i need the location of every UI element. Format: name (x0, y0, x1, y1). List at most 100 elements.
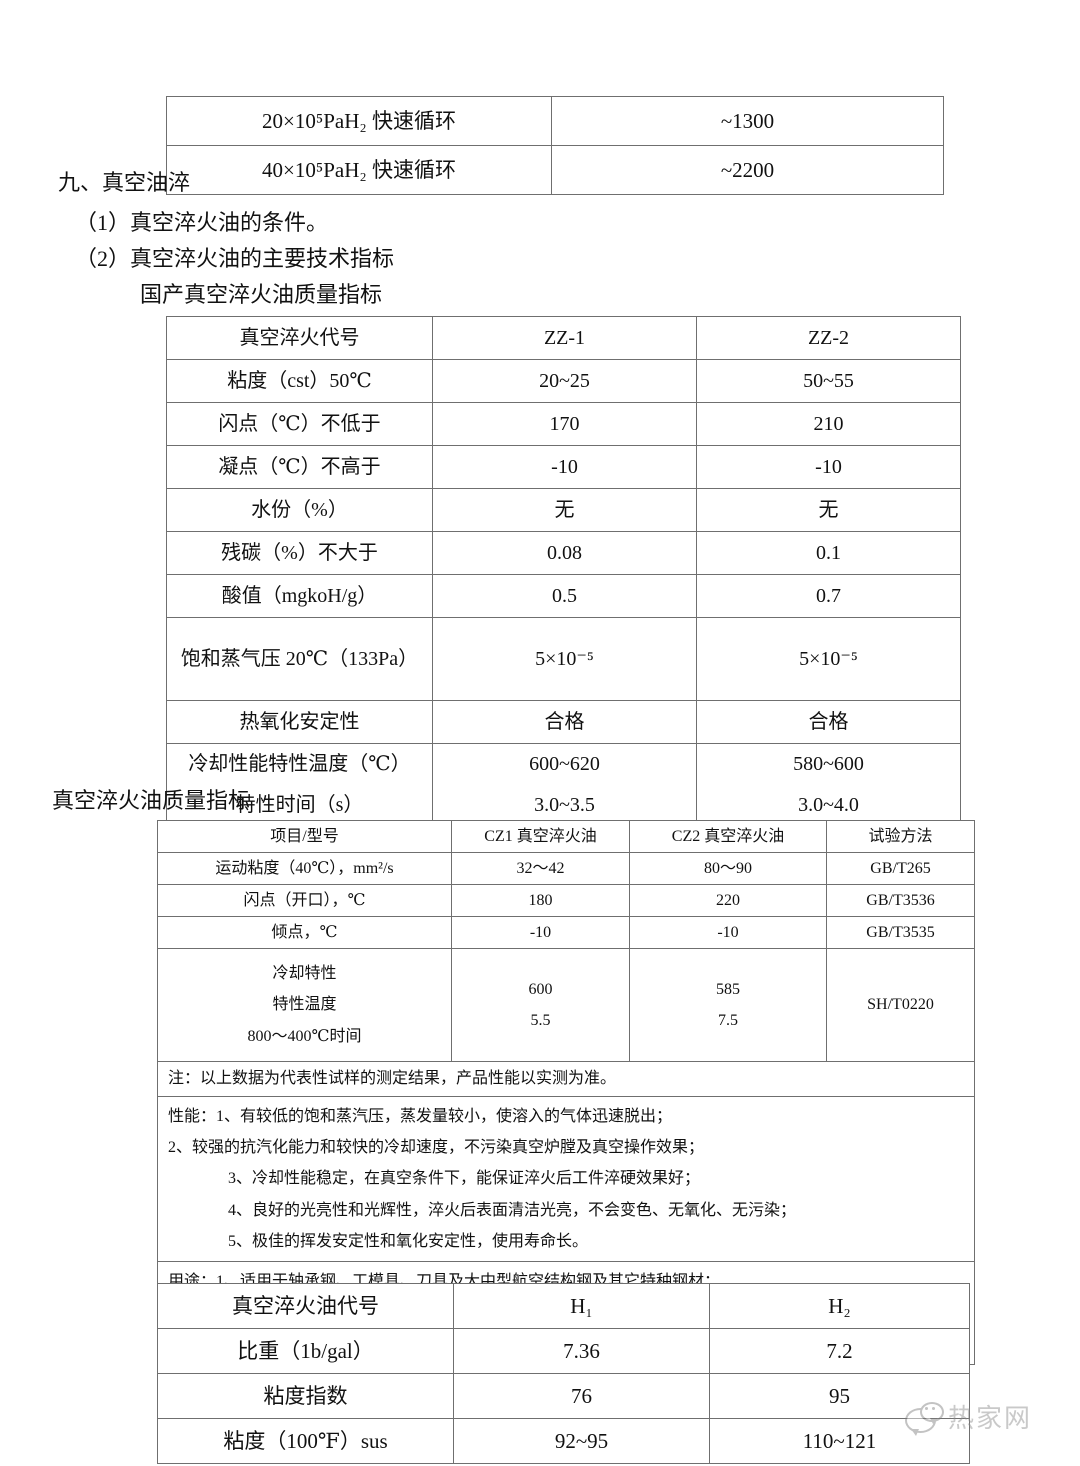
domestic-vacuum-quench-oil-table: 真空淬火代号 ZZ-1 ZZ-2 粘度（cst）50℃ 20~25 50~55 … (166, 316, 961, 868)
table1-zz1: 无 (432, 488, 697, 532)
table-row: 饱和蒸气压 20℃（133Pa） 5×10⁻⁵ 5×10⁻⁵ (166, 617, 961, 701)
table1-zz2: -10 (696, 445, 961, 489)
table1-item: 酸值（mgkoH/g） (166, 574, 433, 618)
table2-caption: 真空淬火油质量指标 (52, 788, 251, 813)
table1-caption: 国产真空淬火油质量指标 (140, 282, 383, 307)
paragraph-condition: （1）真空淬火油的条件。 (75, 210, 329, 235)
bubble-small-shape (920, 1401, 944, 1424)
table-row: 粘度（100℉）sus 92~95 110~121 (157, 1418, 970, 1464)
performance-line: 2、较强的抗汽化能力和较快的冷却速度，不污染真空炉膛及真空操作效果； (168, 1139, 705, 1157)
table-performance-row: 性能：1、有较低的饱和蒸汽压，蒸发量较小，使溶入的气体迅速脱出； 2、较强的抗汽… (157, 1096, 975, 1262)
table2-item: 运动粘度（40℃），mm²/s (157, 852, 452, 885)
performance-line: 3、冷却性能稳定，在真空条件下，能保证淬火后工件淬硬效果好； (228, 1170, 701, 1188)
table-row: 热氧化安定性 合格 合格 (166, 700, 961, 744)
watermark: 热家网 (905, 1398, 1033, 1436)
bubble-dot (932, 1406, 935, 1410)
table1-zz2: 合格 (696, 700, 961, 744)
table-row: 40×10⁵PaH₂ 快速循环 ~2200 (166, 145, 944, 195)
cooling-line: 800～400℃时间 (247, 1027, 362, 1045)
table-row: 比重（1b/gal） 7.36 7.2 (157, 1328, 970, 1374)
table2-cz2: -10 (629, 916, 827, 949)
cell-text: ~1300 (720, 108, 775, 133)
table1-zz2: 580~600 (696, 743, 961, 785)
table1-zz2: 50~55 (696, 359, 961, 403)
table3-h1: 7.36 (453, 1328, 710, 1374)
bubble-dot (925, 1406, 928, 1410)
table1-item: 残碳（%）不大于 (166, 531, 433, 575)
cell-text: ~2200 (720, 157, 775, 182)
table1-header-zz1: ZZ-1 (432, 316, 697, 360)
table-row: 残碳（%）不大于 0.08 0.1 (166, 531, 961, 575)
table-header-row: 真空淬火油代号 H₁ H₂ (157, 1283, 970, 1329)
table1-zz2: 0.1 (696, 531, 961, 575)
table1-zz1: 20~25 (432, 359, 697, 403)
table-row: 冷却性能特性温度（℃） 600~620 580~600 (166, 743, 961, 785)
table-header-row: 项目/型号 CZ1 真空淬火油 CZ2 真空淬火油 试验方法 (157, 820, 975, 853)
cell-text: 40×10⁵PaH₂ 快速循环 (262, 157, 456, 182)
table1-item: 冷却性能特性温度（℃） (166, 743, 433, 785)
table2-cooling-cz1: 600 5.5 (451, 948, 630, 1062)
table2-cooling-method: SH/T0220 (826, 948, 975, 1062)
table2-cz2: 220 (629, 884, 827, 917)
table2-method: GB/T3536 (826, 884, 975, 917)
table1-zz1: 0.5 (432, 574, 697, 618)
table1-zz2: 0.7 (696, 574, 961, 618)
table1-item: 粘度（cst）50℃ (166, 359, 433, 403)
table-row: 凝点（℃）不高于 -10 -10 (166, 445, 961, 489)
table2-header-method: 试验方法 (826, 820, 975, 853)
table2-cooling-item: 冷却特性 特性温度 800～400℃时间 (157, 948, 452, 1062)
table3-h2: 110~121 (709, 1418, 970, 1464)
table2-note: 注：以上数据为代表性试样的测定结果，产品性能以实测为准。 (157, 1061, 975, 1097)
table1-zz1: 0.08 (432, 531, 697, 575)
table1-zz2: 无 (696, 488, 961, 532)
cell-text: 20×10⁵PaH₂ 快速循环 (262, 108, 456, 133)
table-row: 特性时间（s） 3.0~3.5 3.0~4.0 (166, 785, 961, 826)
table-row-cooling: 冷却特性 特性温度 800～400℃时间 600 5.5 585 7.5 SH/… (157, 948, 975, 1062)
table3-h2: 7.2 (709, 1328, 970, 1374)
table-row: 水份（%） 无 无 (166, 488, 961, 532)
table2-cz1: -10 (451, 916, 630, 949)
cooling-value: 585 (716, 980, 740, 998)
table1-header-zz2: ZZ-2 (696, 316, 961, 360)
top-continuation-table: 20×10⁵PaH₂ 快速循环 ~1300 40×10⁵PaH₂ 快速循环 ~2… (166, 96, 944, 195)
table2-header-cz2: CZ2 真空淬火油 (629, 820, 827, 853)
table3-header-item: 真空淬火油代号 (157, 1283, 454, 1329)
table3-h1: 92~95 (453, 1418, 710, 1464)
section-heading: 九、真空油淬 (58, 170, 191, 195)
table2-method: GB/T265 (826, 852, 975, 885)
table-row: 闪点（开口），℃ 180 220 GB/T3536 (157, 884, 975, 917)
paragraph-spec: （2）真空淬火油的主要技术指标 (75, 246, 395, 271)
watermark-text: 热家网 (948, 1403, 1033, 1433)
table1-zz2: 210 (696, 402, 961, 446)
table2-performance-block: 性能：1、有较低的饱和蒸汽压，蒸发量较小，使溶入的气体迅速脱出； 2、较强的抗汽… (157, 1096, 975, 1262)
table2-cz2: 80～90 (629, 852, 827, 885)
top-table-value-cell: ~2200 (551, 145, 944, 195)
table2-header-item: 项目/型号 (157, 820, 452, 853)
performance-line: 4、良好的光亮性和光辉性，淬火后表面清洁光亮，不会变色、无氧化、无污染； (228, 1201, 797, 1219)
table-row: 运动粘度（40℃），mm²/s 32～42 80～90 GB/T265 (157, 852, 975, 885)
table1-zz1: 3.0~3.5 (432, 785, 697, 826)
cooling-value: 600 (528, 980, 553, 998)
table2-method: GB/T3535 (826, 916, 975, 949)
table1-item: 热氧化安定性 (166, 700, 433, 744)
vacuum-quench-oil-code-table: 真空淬火油代号 H₁ H₂ 比重（1b/gal） 7.36 7.2 粘度指数 7… (157, 1283, 970, 1464)
table2-header-cz1: CZ1 真空淬火油 (451, 820, 630, 853)
table3-item: 粘度指数 (157, 1373, 454, 1419)
table1-item: 闪点（℃）不低于 (166, 402, 433, 446)
table2-cz1: 32～42 (451, 852, 630, 885)
table1-zz1: -10 (432, 445, 697, 489)
table1-zz1: 5×10⁻⁵ (432, 617, 697, 701)
table2-cz1: 180 (451, 884, 630, 917)
table-row: 倾点，℃ -10 -10 GB/T3535 (157, 916, 975, 949)
wechat-bubble-icon (905, 1401, 944, 1436)
top-table-value-cell: ~1300 (551, 96, 944, 146)
table2-item: 倾点，℃ (157, 916, 452, 949)
table-header-row: 真空淬火代号 ZZ-1 ZZ-2 (166, 316, 961, 360)
cooling-line: 冷却特性 (272, 965, 337, 983)
top-table-condition-cell: 20×10⁵PaH₂ 快速循环 (166, 96, 552, 146)
vacuum-quench-oil-quality-table: 项目/型号 CZ1 真空淬火油 CZ2 真空淬火油 试验方法 运动粘度（40℃）… (157, 820, 975, 1365)
performance-line: 5、极佳的挥发安定性和氧化安定性，使用寿命长。 (228, 1232, 589, 1250)
performance-line: 性能：1、有较低的饱和蒸汽压，蒸发量较小，使溶入的气体迅速脱出； (168, 1108, 673, 1125)
top-table-condition-cell: 40×10⁵PaH₂ 快速循环 (166, 145, 552, 195)
